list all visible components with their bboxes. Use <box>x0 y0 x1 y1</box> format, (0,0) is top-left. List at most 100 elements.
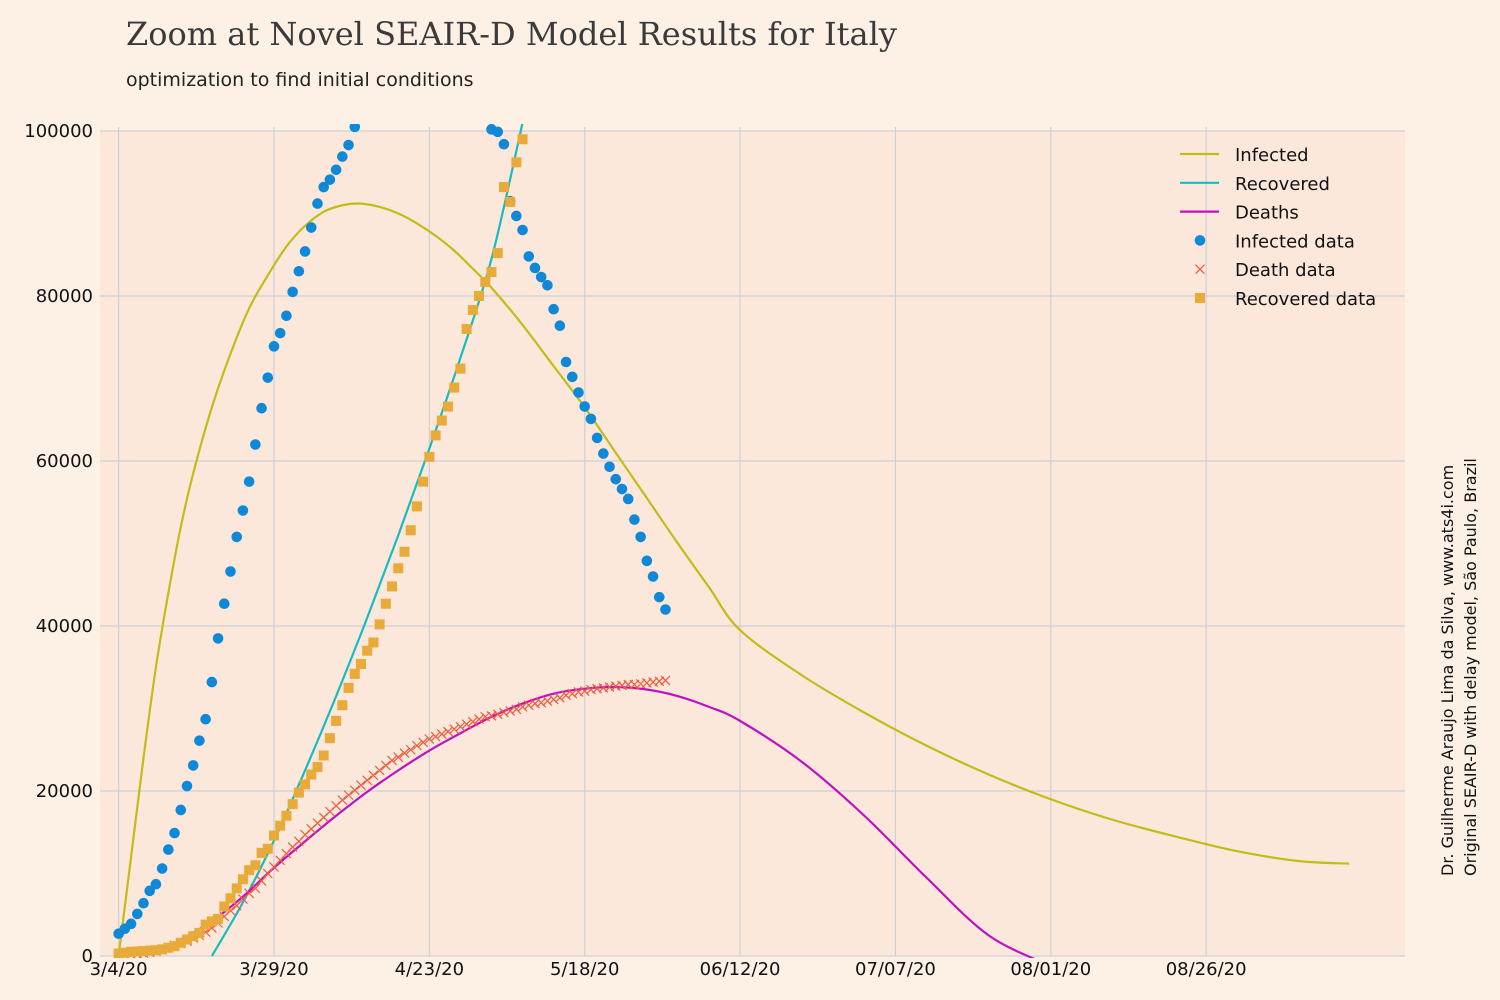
point-infected-data <box>274 327 286 339</box>
point-recovered-data <box>300 779 311 790</box>
y-tick-label: 40000 <box>36 616 93 637</box>
point-infected-data <box>156 863 168 874</box>
point-recovered-data <box>287 799 298 810</box>
point-recovered-data <box>250 860 261 871</box>
point-infected-data <box>548 303 559 315</box>
point-recovered-data <box>244 865 255 876</box>
point-death-data <box>505 706 516 716</box>
point-infected-data <box>641 555 653 567</box>
point-infected-data <box>299 246 311 257</box>
credit: Dr. Guilherme Araujo Lima da Silva, www.… <box>1438 458 1480 876</box>
point-recovered-data <box>455 363 466 374</box>
x-tick-label: 08/01/20 <box>1010 959 1091 980</box>
point-recovered-data <box>411 501 422 512</box>
point-recovered-data <box>474 291 485 301</box>
point-infected-data <box>131 908 143 920</box>
point-infected-data <box>237 505 249 516</box>
point-recovered-data <box>182 934 192 945</box>
point-infected-data <box>287 286 298 298</box>
point-death-data <box>374 765 385 776</box>
point-recovered-data <box>505 196 516 207</box>
point-infected-data <box>560 356 572 368</box>
legend-label: Recovered data <box>1235 289 1376 310</box>
point-recovered-data <box>331 715 342 726</box>
point-recovered-data <box>306 769 317 780</box>
point-death-data <box>399 748 410 758</box>
legend-swatch <box>1194 235 1206 246</box>
point-infected-data <box>175 804 187 816</box>
credit-line-1: Dr. Guilherme Araujo Lima da Silva, www.… <box>1438 465 1457 876</box>
point-death-data <box>536 697 547 708</box>
y-tick-label: 20000 <box>36 781 93 802</box>
point-infected-data <box>169 827 180 839</box>
point-infected-data <box>622 493 634 505</box>
point-infected-data <box>523 251 535 262</box>
point-recovered-data <box>206 916 217 927</box>
point-recovered-data <box>467 305 478 316</box>
point-infected-data <box>343 139 354 151</box>
point-death-data <box>349 785 360 796</box>
point-death-data <box>554 692 565 703</box>
point-recovered-data <box>368 637 379 648</box>
point-recovered-data <box>324 733 335 744</box>
point-recovered-data <box>498 182 509 193</box>
point-infected-data <box>554 320 566 332</box>
point-infected-data <box>542 279 553 291</box>
point-death-data <box>579 686 590 697</box>
legend-item-deaths: Deaths <box>1180 203 1299 224</box>
point-infected-data <box>585 413 597 425</box>
point-recovered-data <box>262 843 273 854</box>
point-recovered-data <box>281 810 292 821</box>
point-infected-data <box>573 387 584 398</box>
x-tick-label: 5/18/20 <box>550 959 619 980</box>
legend-item-death-data: Death data <box>1195 260 1336 281</box>
point-infected-data <box>598 448 609 459</box>
point-death-data <box>387 755 397 766</box>
point-recovered-data <box>175 937 186 948</box>
point-death-data <box>474 714 484 725</box>
point-recovered-data <box>163 942 174 953</box>
legend-label: Infected <box>1235 145 1309 166</box>
point-infected-data <box>324 174 336 185</box>
point-death-data <box>660 675 671 686</box>
point-recovered-data <box>200 919 211 930</box>
legend-swatch <box>1195 293 1205 303</box>
point-infected-data <box>231 531 243 543</box>
point-infected-data <box>616 483 628 495</box>
point-death-data <box>418 737 429 748</box>
point-death-data <box>343 790 354 801</box>
point-recovered-data <box>492 248 503 259</box>
point-recovered-data <box>517 134 528 145</box>
x-tick-label: 3/4/20 <box>90 959 148 980</box>
point-recovered-data <box>399 546 410 557</box>
point-infected-data <box>268 341 280 352</box>
point-recovered-data <box>225 893 236 904</box>
x-tick-label: 3/29/20 <box>239 959 308 980</box>
credit-line-2: Original SEAIR-D with delay model, São P… <box>1461 458 1480 876</box>
point-death-data <box>492 709 503 720</box>
point-death-data <box>567 688 578 699</box>
point-recovered-data <box>213 913 224 924</box>
point-death-data <box>517 701 528 712</box>
point-infected-data <box>225 566 236 577</box>
legend-label: Infected data <box>1235 231 1355 252</box>
point-death-data <box>380 760 391 771</box>
point-recovered-data <box>275 820 286 831</box>
point-death-data <box>511 704 522 715</box>
point-infected-data <box>194 735 205 746</box>
point-infected-data <box>653 591 665 603</box>
point-infected-data <box>256 402 267 414</box>
point-death-data <box>449 724 460 735</box>
point-recovered-data <box>269 830 279 841</box>
point-infected-data <box>262 372 274 383</box>
point-recovered-data <box>343 682 354 693</box>
line-deaths <box>180 685 1036 958</box>
point-death-data <box>244 888 255 899</box>
point-infected-data <box>318 181 330 193</box>
point-death-data <box>486 711 497 721</box>
point-death-data <box>455 721 466 732</box>
point-infected-data <box>337 151 348 162</box>
point-recovered-data <box>405 525 416 536</box>
point-recovered-data <box>194 927 205 938</box>
point-recovered-data <box>231 883 242 894</box>
